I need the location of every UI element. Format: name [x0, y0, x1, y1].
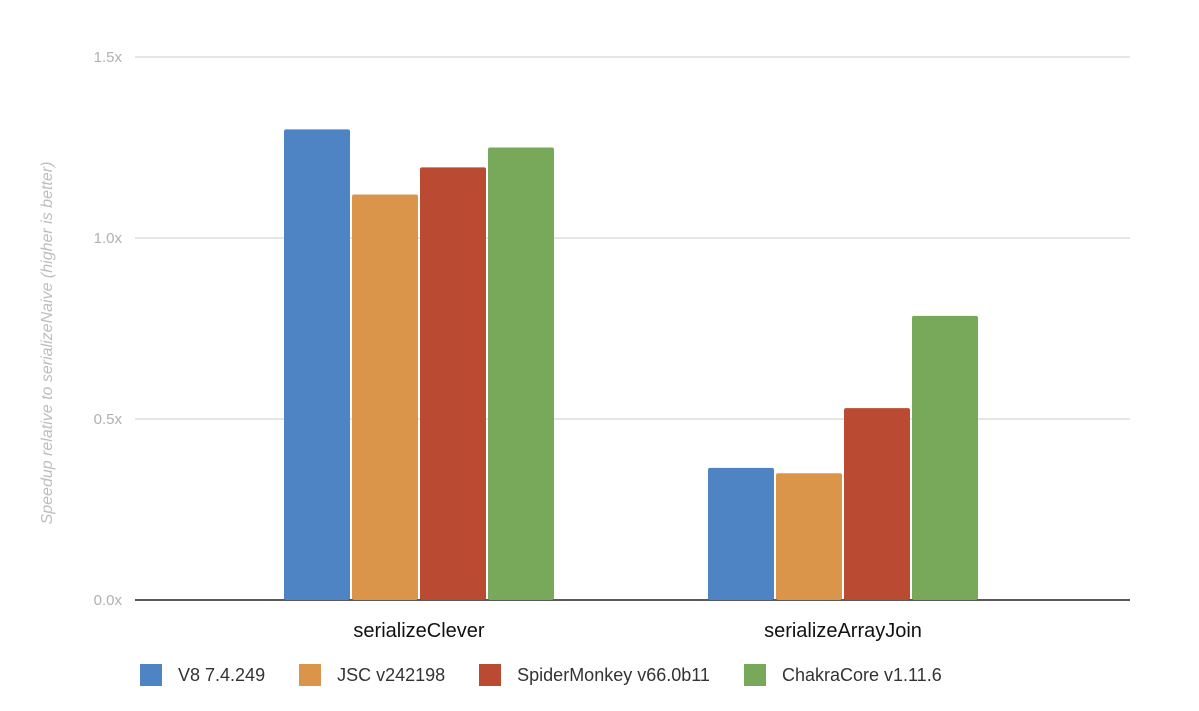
bar [708, 467, 774, 600]
bar [420, 167, 486, 600]
bar [488, 147, 554, 600]
bar [844, 408, 910, 600]
legend-label: JSC v242198 [337, 664, 446, 685]
legend-label: V8 7.4.249 [178, 664, 266, 685]
bar [776, 473, 842, 600]
legend-item: V8 7.4.249 [140, 664, 265, 686]
bar [912, 315, 978, 600]
y-tick-label: 0.0x [94, 592, 123, 609]
bars [284, 129, 978, 600]
category-label: serializeArrayJoin [764, 620, 922, 642]
legend-swatch [299, 664, 322, 686]
bar-chart: 0.0x0.5x1.0x1.5x serializeClever serializ… [39, 49, 1130, 642]
bar [352, 194, 418, 600]
category-labels: serializeClever serializeArrayJoin [353, 620, 922, 642]
legend-label: SpiderMonkey v66.0b11 [517, 664, 710, 685]
legend-item: ChakraCore v1.11.6 [743, 664, 942, 686]
y-tick-label: 1.5x [94, 49, 123, 66]
y-tick-labels: 0.0x 0.5x 1.0x 1.5x [94, 49, 123, 609]
y-tick-label: 0.5x [94, 411, 123, 428]
legend-swatch [479, 664, 502, 686]
legend-item: JSC v242198 [299, 664, 445, 686]
y-tick-label: 1.0x [94, 230, 123, 247]
category-label: serializeClever [353, 620, 484, 642]
legend-swatch [743, 664, 766, 686]
legend-swatch [140, 664, 162, 686]
legend: V8 7.4.249 JSC v242198 SpiderMonkey v66.0b… [140, 664, 976, 686]
legend-item: SpiderMonkey v66.0b11 [479, 664, 710, 686]
y-axis-title: Speedup relative to serializeNaive (high… [39, 162, 56, 525]
bar [284, 129, 350, 600]
legend-label: ChakraCore v1.11.6 [781, 664, 942, 685]
